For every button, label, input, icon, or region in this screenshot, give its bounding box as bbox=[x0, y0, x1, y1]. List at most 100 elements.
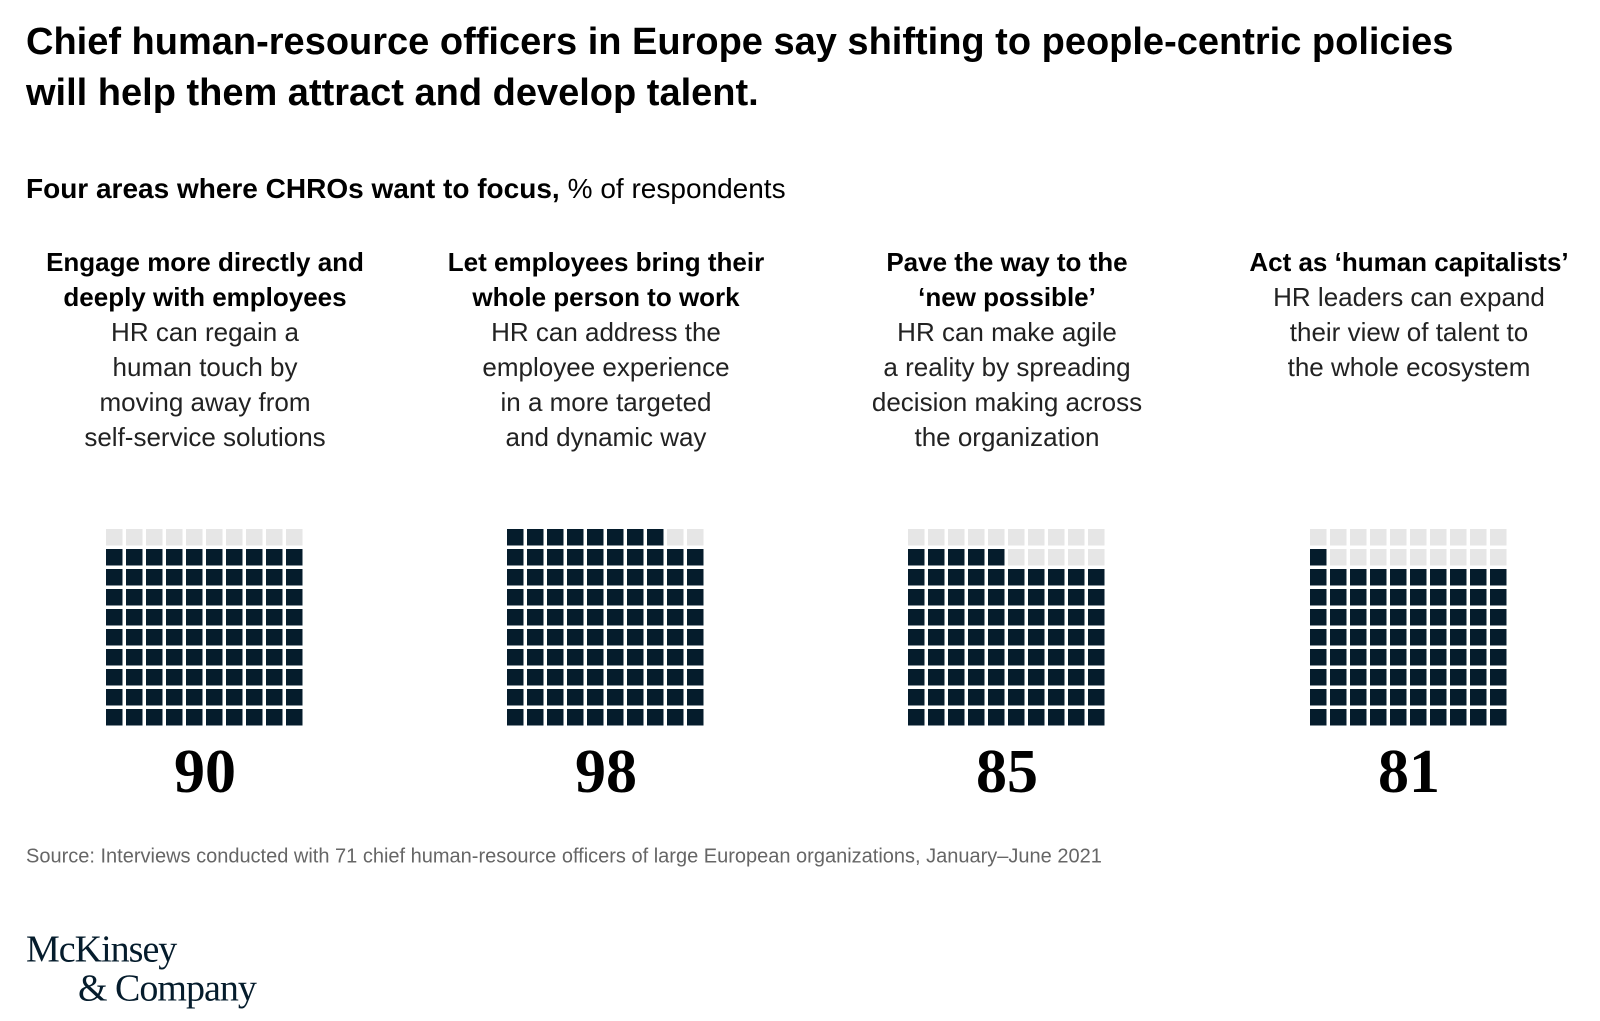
waffle-cell bbox=[1310, 609, 1327, 626]
waffle-cell bbox=[226, 649, 243, 666]
waffle-cell bbox=[547, 569, 564, 586]
waffle-cell bbox=[1350, 549, 1367, 566]
waffle-cell bbox=[507, 529, 524, 546]
waffle-cell bbox=[1410, 629, 1427, 646]
waffle-cell bbox=[527, 569, 544, 586]
waffle-cell bbox=[1350, 689, 1367, 706]
waffle-cell bbox=[1028, 609, 1045, 626]
waffle-cell bbox=[527, 549, 544, 566]
category-description: self-service solutions bbox=[84, 422, 325, 452]
waffle-cell bbox=[567, 569, 584, 586]
waffle-cell bbox=[587, 609, 604, 626]
waffle-cell bbox=[1068, 529, 1085, 546]
waffle-cell bbox=[968, 669, 985, 686]
waffle-cell bbox=[1048, 609, 1065, 626]
waffle-cell bbox=[567, 649, 584, 666]
waffle-cell bbox=[908, 689, 925, 706]
waffle-cell bbox=[547, 669, 564, 686]
waffle-cell bbox=[1490, 549, 1507, 566]
waffle-cell bbox=[667, 609, 684, 626]
waffle-cell bbox=[607, 609, 624, 626]
waffle-cell bbox=[246, 709, 263, 726]
waffle-cell bbox=[567, 689, 584, 706]
waffle-cell bbox=[567, 629, 584, 646]
waffle-cell bbox=[1430, 689, 1447, 706]
waffle-cell bbox=[607, 649, 624, 666]
value-label: 98 bbox=[575, 738, 637, 806]
waffle-cell bbox=[687, 569, 704, 586]
waffle-cell bbox=[1008, 529, 1025, 546]
waffle-cell bbox=[988, 589, 1005, 606]
waffle-cell bbox=[266, 689, 283, 706]
waffle-cell bbox=[1068, 589, 1085, 606]
waffle-cell bbox=[1028, 629, 1045, 646]
category-heading: Let employees bring their bbox=[448, 247, 764, 277]
waffle-cell bbox=[1048, 669, 1065, 686]
waffle-cell bbox=[1088, 669, 1105, 686]
waffle-cell bbox=[908, 629, 925, 646]
waffle-cell bbox=[988, 649, 1005, 666]
waffle-cell bbox=[948, 629, 965, 646]
waffle-cell bbox=[1048, 529, 1065, 546]
waffle-cell bbox=[286, 689, 303, 706]
waffle-cell bbox=[687, 669, 704, 686]
waffle-cell bbox=[587, 589, 604, 606]
waffle-cell bbox=[1390, 649, 1407, 666]
waffle-cell bbox=[968, 689, 985, 706]
waffle-cell bbox=[567, 709, 584, 726]
waffle-cell bbox=[166, 669, 183, 686]
waffle-cell bbox=[1450, 569, 1467, 586]
waffle-cell bbox=[547, 609, 564, 626]
waffle-cell bbox=[226, 689, 243, 706]
waffle-cell bbox=[166, 549, 183, 566]
waffle-cell bbox=[1088, 569, 1105, 586]
waffle-cell bbox=[1430, 629, 1447, 646]
waffle-cell bbox=[1370, 529, 1387, 546]
category-description: human touch by bbox=[112, 352, 297, 382]
waffle-cell bbox=[226, 709, 243, 726]
waffle-cell bbox=[547, 589, 564, 606]
waffle-cell bbox=[106, 629, 123, 646]
waffle-cell bbox=[226, 569, 243, 586]
waffle-cell bbox=[106, 609, 123, 626]
waffle-cell bbox=[1450, 589, 1467, 606]
waffle-cell bbox=[186, 549, 203, 566]
waffle-cell bbox=[1330, 709, 1347, 726]
waffle-cell bbox=[1490, 649, 1507, 666]
category-description: in a more targeted bbox=[500, 387, 711, 417]
waffle-cell bbox=[1450, 609, 1467, 626]
waffle-cell bbox=[126, 549, 143, 566]
waffle-cell bbox=[1490, 529, 1507, 546]
value-label: 85 bbox=[976, 738, 1038, 806]
waffle-cell bbox=[1008, 689, 1025, 706]
waffle-cell bbox=[1350, 709, 1367, 726]
waffle-cell bbox=[1430, 609, 1447, 626]
waffle-cell bbox=[1370, 629, 1387, 646]
waffle-cell bbox=[587, 709, 604, 726]
waffle-cell bbox=[1048, 549, 1065, 566]
waffle-cell bbox=[106, 669, 123, 686]
waffle-cell bbox=[587, 649, 604, 666]
waffle-cell bbox=[1410, 529, 1427, 546]
waffle-cell bbox=[1390, 549, 1407, 566]
waffle-cell bbox=[1048, 649, 1065, 666]
waffle-cell bbox=[1470, 609, 1487, 626]
waffle-cell bbox=[667, 569, 684, 586]
waffle-cell bbox=[1048, 689, 1065, 706]
waffle-cell bbox=[1350, 669, 1367, 686]
waffle-cell bbox=[246, 669, 263, 686]
waffle-cell bbox=[1350, 569, 1367, 586]
waffle-cell bbox=[126, 649, 143, 666]
waffle-cell bbox=[1008, 589, 1025, 606]
waffle-cell bbox=[1450, 689, 1467, 706]
waffle-cell bbox=[527, 689, 544, 706]
waffle-cell bbox=[547, 629, 564, 646]
waffle-cell bbox=[527, 629, 544, 646]
waffle-cell bbox=[186, 529, 203, 546]
waffle-cell bbox=[146, 689, 163, 706]
waffle-cell bbox=[146, 529, 163, 546]
waffle-cell bbox=[507, 669, 524, 686]
waffle-cell bbox=[206, 589, 223, 606]
subtitle: Four areas where CHROs want to focus, % o… bbox=[26, 173, 786, 204]
waffle-cell bbox=[1390, 609, 1407, 626]
